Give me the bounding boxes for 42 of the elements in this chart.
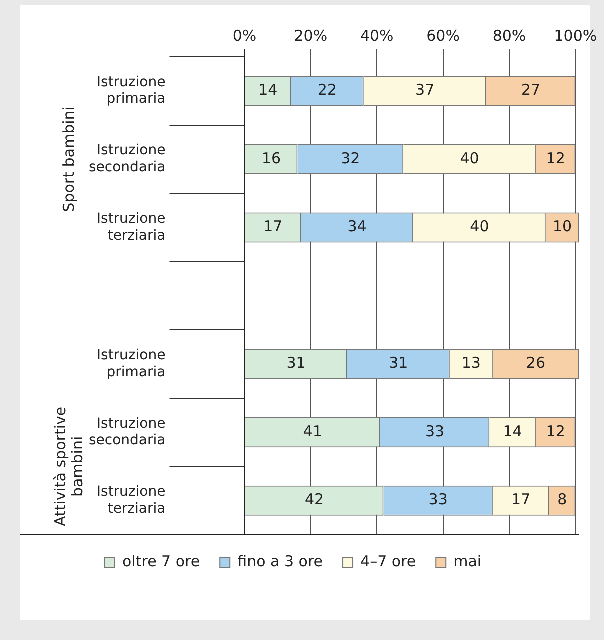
legend-label: oltre 7 ore — [122, 552, 200, 570]
data-label: 12 — [546, 149, 566, 168]
x-tick-label: 80% — [492, 26, 526, 45]
data-label: 27 — [521, 81, 541, 100]
legend-label: mai — [454, 552, 482, 570]
data-label: 37 — [416, 81, 435, 100]
x-tick-label: 60% — [426, 26, 460, 45]
data-label: 14 — [258, 81, 278, 100]
data-label: 26 — [526, 354, 546, 372]
y-tick-label: Istruzione terziaria — [96, 210, 166, 244]
data-label: 40 — [470, 218, 490, 236]
data-label: 31 — [389, 354, 408, 372]
data-label: 33 — [428, 490, 448, 509]
data-label: 17 — [264, 218, 283, 236]
data-label: 16 — [262, 149, 282, 168]
y-tick-label: Istruzione secondaria — [89, 416, 166, 449]
data-label: 13 — [462, 354, 481, 372]
legend-label: fino a 3 ore — [238, 552, 324, 570]
y-tick-label: Istruzione primaria — [96, 348, 166, 380]
data-label: 14 — [503, 422, 522, 440]
data-label: 31 — [286, 354, 306, 372]
x-tick-label: 20% — [294, 26, 328, 45]
text: Sport bambini — [60, 106, 78, 212]
text: Attività sportive bambini — [51, 406, 86, 527]
data-label: 42 — [304, 490, 324, 509]
data-label: 12 — [546, 422, 566, 440]
y-tick-label: Istruzione primaria — [96, 74, 166, 108]
x-tick-label: 0% — [232, 26, 257, 45]
data-label: 33 — [425, 422, 445, 440]
data-label: 22 — [318, 81, 338, 100]
data-label: 41 — [303, 422, 322, 440]
data-label: 34 — [348, 218, 367, 236]
legend-label: 4–7 ore — [360, 552, 416, 570]
data-label: 32 — [341, 149, 360, 168]
x-tick-label: 100% — [554, 26, 598, 45]
x-tick-label: 40% — [360, 26, 394, 45]
y-tick-label: Istruzione terziaria — [96, 484, 166, 517]
data-label: 10 — [552, 218, 572, 236]
data-label: 17 — [512, 490, 531, 509]
data-label: 40 — [460, 149, 480, 168]
y-tick-label: Istruzione secondaria — [89, 142, 166, 176]
data-label: 8 — [558, 490, 568, 509]
